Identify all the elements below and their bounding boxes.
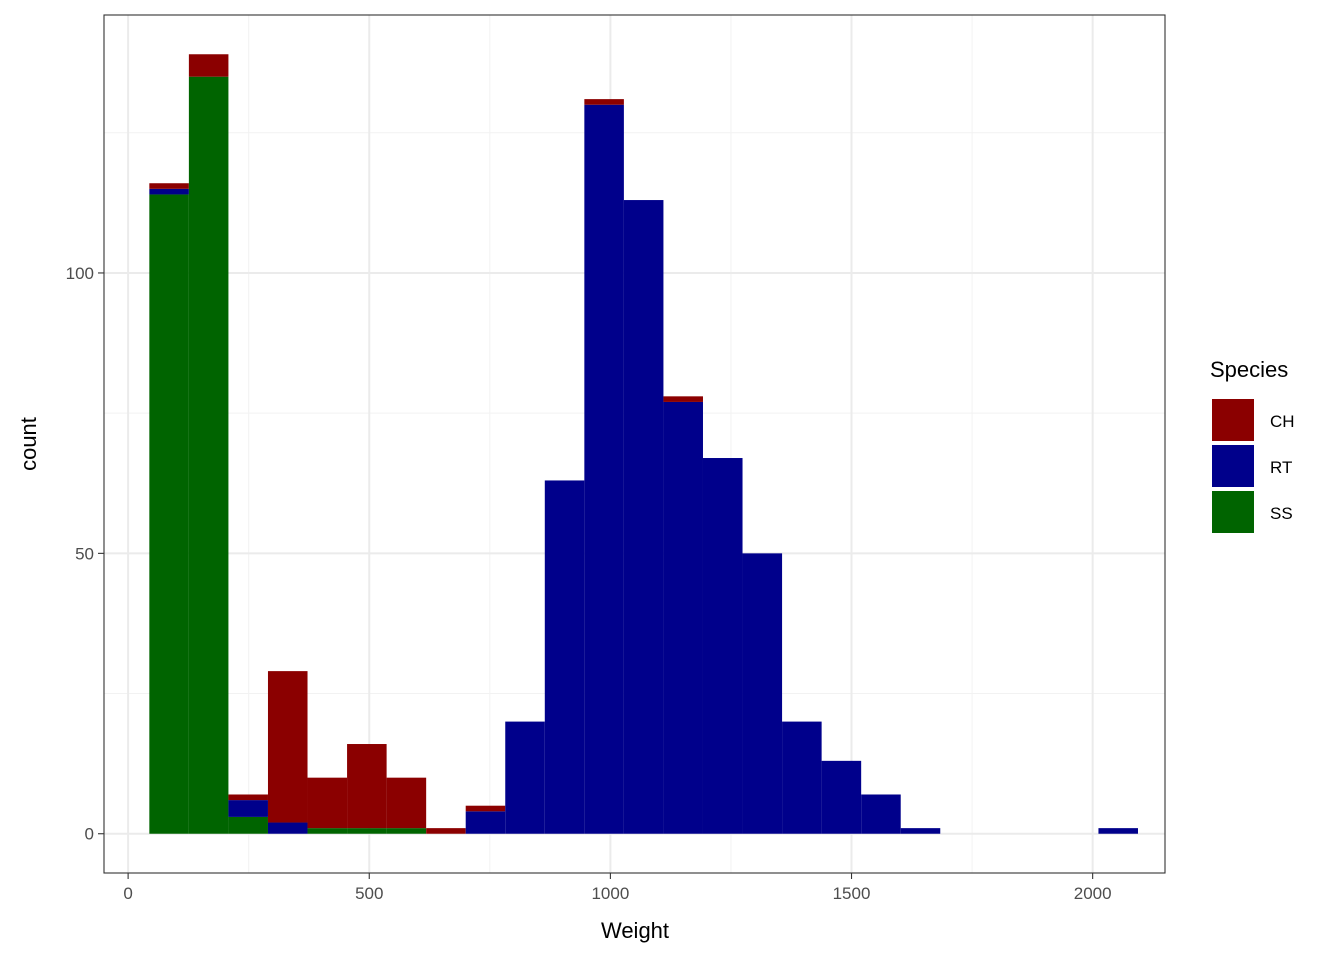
bar-ch: [663, 396, 703, 402]
bar-rt: [623, 200, 664, 834]
bar-ch: [465, 805, 506, 812]
legend: Species CH RT SS: [1210, 357, 1295, 533]
legend-key-ch: [1212, 399, 1254, 441]
bar-rt: [544, 480, 585, 834]
legend-key-rt: [1212, 445, 1254, 487]
bar-rt: [465, 811, 506, 834]
plot-area: [103, 14, 1166, 874]
y-tick-label: 50: [75, 544, 94, 563]
bar-rt: [702, 458, 743, 834]
bar-ss: [188, 76, 229, 834]
x-tick-label: 1000: [591, 884, 629, 903]
bar-ss: [228, 816, 268, 834]
y-tick-label: 0: [85, 825, 94, 844]
legend-label-ss: SS: [1270, 504, 1293, 523]
x-tick-label: 500: [355, 884, 383, 903]
bar-rt: [505, 721, 545, 834]
panel-border: [103, 14, 1166, 874]
legend-label-rt: RT: [1270, 458, 1292, 477]
x-tick-label: 1500: [833, 884, 871, 903]
bar-rt: [267, 822, 308, 834]
bar-ch: [386, 777, 427, 829]
legend-label-ch: CH: [1270, 412, 1295, 431]
x-axis-title: Weight: [601, 918, 669, 943]
bar-rt: [782, 721, 822, 834]
y-axis-title: count: [16, 417, 41, 471]
bar-ss: [307, 828, 348, 834]
bar-rt: [584, 104, 624, 834]
bar-ch: [149, 183, 189, 189]
legend-key-ss: [1212, 491, 1254, 533]
bar-ss: [347, 828, 387, 834]
bar-rt: [149, 188, 189, 195]
bar-ch: [228, 794, 268, 801]
bar-rt: [228, 800, 268, 817]
bar-rt: [900, 828, 941, 834]
x-tick-label: 0: [123, 884, 132, 903]
bar-ch: [307, 777, 348, 829]
bar-ss: [149, 194, 189, 834]
legend-title: Species: [1210, 357, 1288, 382]
bar-ch: [267, 671, 308, 823]
bar-ch: [188, 54, 229, 77]
bar-rt: [1098, 828, 1138, 834]
y-tick-label: 100: [66, 264, 94, 283]
bar-ss: [386, 828, 427, 834]
bar-rt: [821, 760, 862, 834]
x-tick-label: 2000: [1074, 884, 1112, 903]
bar-ch: [426, 828, 466, 834]
bar-ch: [347, 744, 387, 829]
bar-rt: [663, 401, 703, 834]
bar-rt: [742, 553, 783, 834]
bar-ch: [584, 99, 624, 105]
bar-rt: [861, 794, 901, 834]
